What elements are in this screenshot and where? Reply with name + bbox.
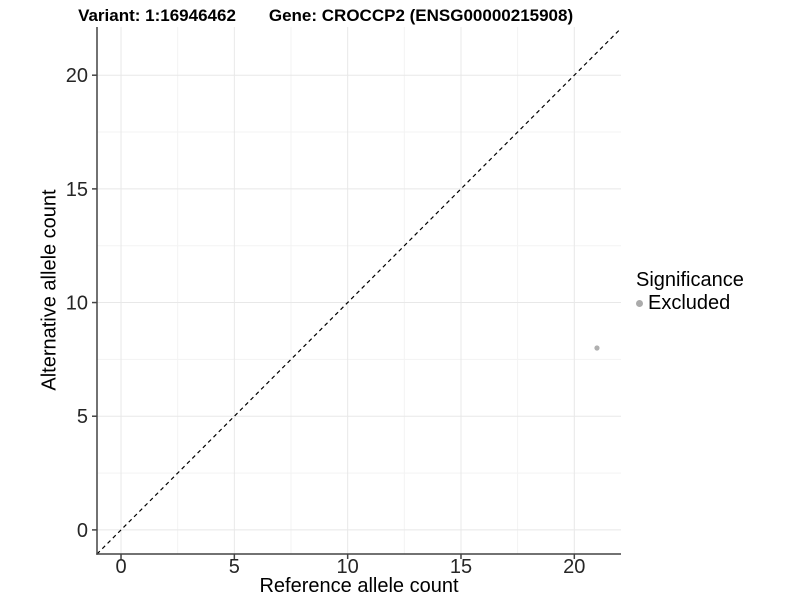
data-point-excluded	[594, 345, 600, 351]
x-axis-title: Reference allele count	[259, 575, 459, 597]
x-tick-label: 15	[450, 556, 472, 578]
legend-title: Significance	[636, 269, 744, 291]
x-tick-label: 5	[229, 556, 240, 578]
y-tick-label: 15	[66, 179, 88, 201]
excluded-point-icon	[636, 299, 643, 307]
x-tick-label: 0	[115, 556, 126, 578]
gene-title: Gene: CROCCP2 (ENSG00000215908)	[268, 6, 574, 25]
y-tick-label: 5	[77, 406, 88, 428]
legend-item-label: Excluded	[648, 292, 731, 314]
identity-line	[96, 27, 622, 555]
x-tick-label: 20	[563, 556, 585, 578]
y-tick-label: 20	[66, 65, 88, 87]
y-tick-label: 0	[77, 520, 88, 542]
y-tick-label: 10	[66, 293, 88, 315]
x-tick-label: 10	[337, 556, 359, 578]
variant-title: Variant: 1:16946462	[78, 6, 236, 25]
y-axis-title: Alternative allele count	[38, 189, 61, 391]
legend-item-excluded: Excluded	[636, 292, 744, 314]
legend: Significance Excluded	[636, 269, 744, 314]
